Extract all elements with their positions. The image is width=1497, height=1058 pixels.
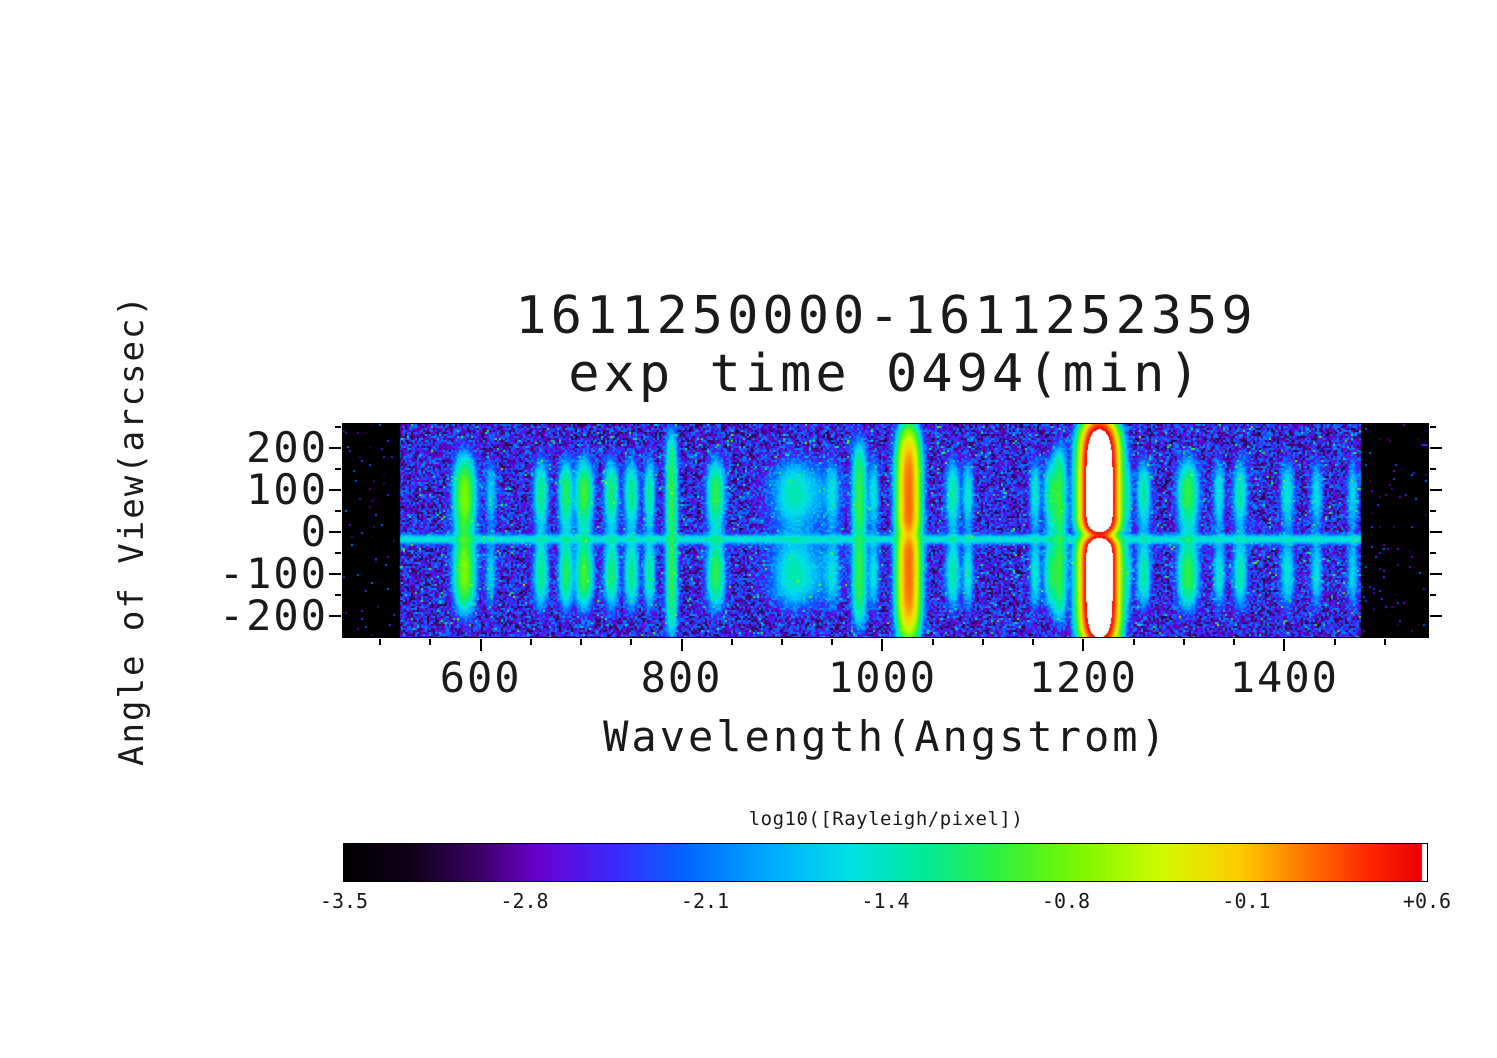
axis-tick-mark — [1082, 639, 1085, 651]
colorbar-label: log10([Rayleigh/pixel]) — [748, 808, 1024, 830]
axis-tick-mark — [529, 639, 532, 645]
axis-tick-mark — [580, 639, 583, 645]
y-tick-label: 100 — [246, 464, 328, 514]
axis-tick-mark — [329, 614, 341, 617]
axis-tick-mark — [730, 639, 733, 645]
axis-tick-mark — [1430, 530, 1442, 533]
colorbar-tick-label: -0.1 — [1222, 889, 1271, 913]
axis-tick-mark — [335, 509, 341, 512]
plot-title: 1611250000-1611252359 — [515, 286, 1257, 346]
axis-tick-mark — [329, 446, 341, 449]
axis-tick-mark — [329, 572, 341, 575]
x-tick-label: 1200 — [1028, 653, 1138, 702]
axis-tick-mark — [329, 488, 341, 491]
axis-tick-mark — [1132, 639, 1135, 645]
axis-tick-mark — [335, 425, 341, 428]
axis-tick-mark — [630, 639, 633, 645]
spectrogram-image — [342, 423, 1429, 638]
colorbar-tick-label: -2.1 — [680, 889, 730, 913]
axis-tick-mark — [931, 639, 934, 645]
plot-exposure-subtitle: exp time 0494(min) — [568, 344, 1204, 404]
axis-tick-mark — [981, 639, 984, 645]
axis-tick-mark — [329, 530, 341, 533]
axis-tick-mark — [1032, 639, 1035, 645]
axis-tick-mark — [429, 639, 432, 645]
axis-tick-mark — [379, 639, 382, 645]
axis-tick-mark — [1430, 614, 1442, 617]
colorbar-tick-label: -1.4 — [861, 889, 910, 913]
axis-tick-mark — [1430, 425, 1436, 428]
colorbar-tick-label: -2.8 — [500, 889, 549, 913]
axis-tick-mark — [335, 467, 341, 470]
x-tick-label: 600 — [439, 653, 522, 702]
axis-tick-mark — [1333, 639, 1336, 645]
axis-tick-mark — [1430, 488, 1442, 491]
axis-tick-mark — [1383, 639, 1386, 645]
axis-tick-mark — [335, 593, 341, 596]
y-tick-label: 200 — [246, 422, 328, 472]
x-tick-label: 800 — [640, 653, 723, 702]
axis-tick-mark — [1430, 593, 1436, 596]
y-tick-label: -200 — [218, 590, 328, 640]
axis-tick-mark — [1430, 572, 1442, 575]
axis-tick-mark — [680, 639, 683, 651]
axis-tick-mark — [479, 639, 482, 651]
x-tick-label: 1000 — [827, 653, 938, 702]
axis-tick-mark — [1233, 639, 1236, 645]
y-tick-label: -100 — [218, 548, 328, 598]
colorbar-tick-label: +0.6 — [1402, 889, 1452, 913]
axis-tick-mark — [831, 639, 834, 645]
colorbar-tick-label: -0.8 — [1041, 889, 1091, 913]
colorbar-gradient — [343, 843, 1428, 882]
axis-tick-mark — [1430, 509, 1436, 512]
x-tick-label: 1400 — [1229, 653, 1339, 702]
axis-tick-mark — [881, 639, 884, 651]
colorbar-tick-label: -3.5 — [319, 889, 369, 913]
axis-tick-mark — [335, 551, 341, 554]
axis-tick-mark — [1430, 446, 1442, 449]
axis-tick-mark — [1182, 639, 1185, 645]
axis-tick-mark — [1283, 639, 1286, 651]
axis-tick-mark — [1430, 467, 1436, 470]
y-tick-label: 0 — [300, 506, 328, 556]
axis-tick-mark — [781, 639, 784, 645]
x-axis-label: Wavelength(Angstrom) — [603, 712, 1169, 761]
axis-tick-mark — [1430, 551, 1436, 554]
